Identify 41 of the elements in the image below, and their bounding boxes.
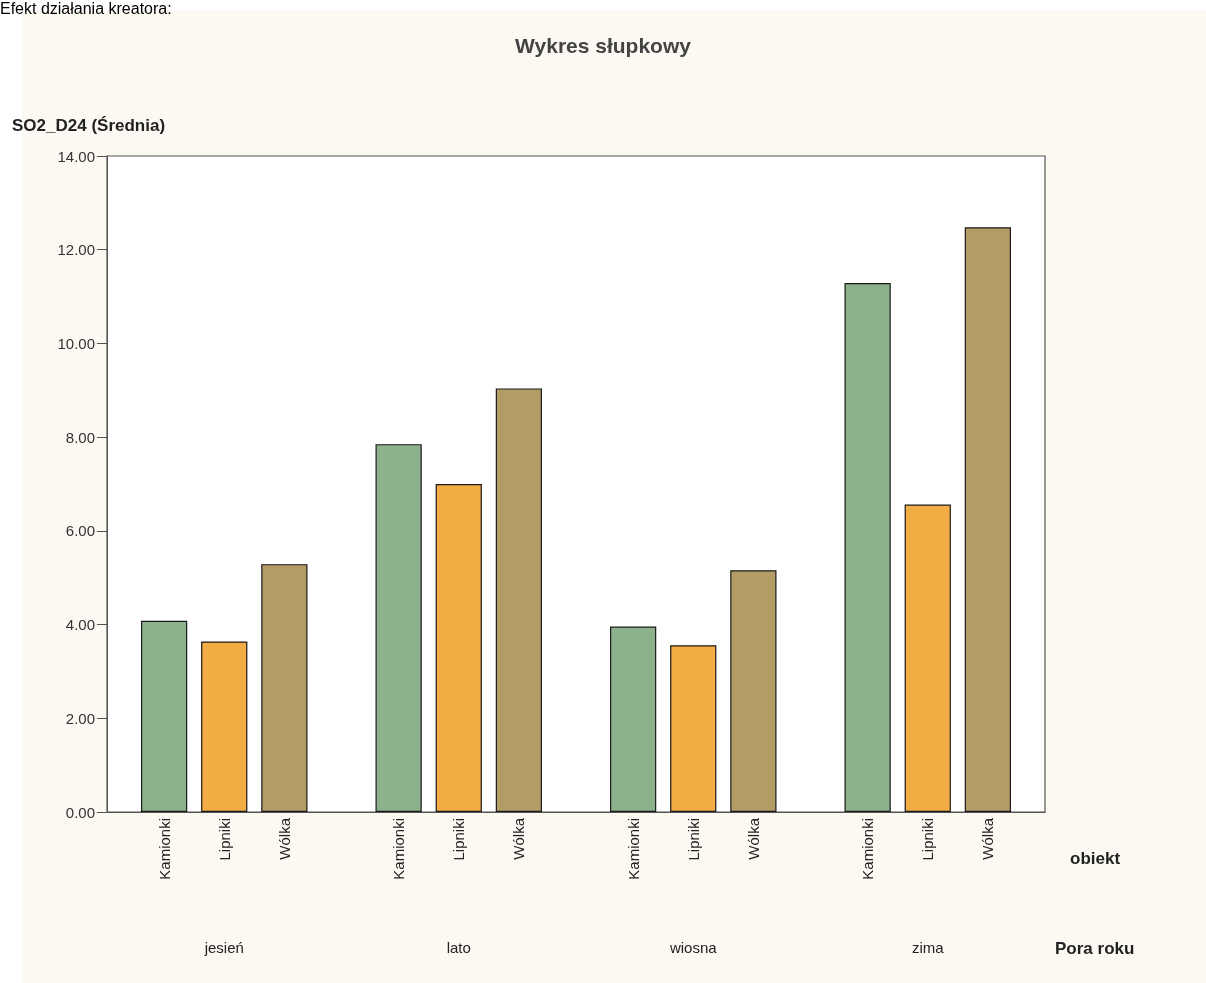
chart-title: Wykres słupkowy — [515, 34, 692, 57]
x-tick-label: wiosna — [668, 939, 718, 956]
y-tick-label: 6.00 — [65, 522, 95, 540]
text: Kamionki — [859, 818, 877, 880]
y-tick-label: 0.00 — [65, 803, 95, 821]
bar — [670, 645, 717, 812]
text: Lipniki — [684, 818, 702, 861]
x-tick-label: zima — [911, 939, 945, 956]
x-tick-label: jesień — [203, 939, 244, 956]
text: Efekt działania kreatora: — [0, 0, 172, 17]
y-axis-title: SO2_D24 (Średnia) — [12, 116, 166, 135]
y-tick-label: 8.00 — [65, 428, 95, 446]
x-axis-title: Pora roku — [1055, 939, 1135, 958]
bar — [375, 444, 422, 812]
text: Lipniki — [450, 818, 468, 861]
bar — [201, 641, 248, 812]
bar — [141, 620, 188, 812]
y-tick-label: 2.00 — [65, 709, 95, 727]
text: Wólka — [979, 818, 997, 860]
text: Wólka — [744, 818, 762, 860]
bar — [844, 282, 891, 812]
text: Wólka — [275, 817, 293, 860]
bar — [730, 570, 777, 812]
bar — [435, 484, 482, 812]
y-tick-label: 12.00 — [57, 241, 95, 259]
bar — [261, 564, 308, 812]
x-tick-label: lato — [446, 939, 471, 956]
bar — [610, 626, 657, 812]
y-tick-label: 10.00 — [57, 334, 95, 352]
text: Lipniki — [919, 818, 937, 861]
y-tick-label: 14.00 — [57, 147, 95, 165]
text: Lipniki — [215, 818, 233, 861]
y-tick-label: 4.00 — [65, 616, 95, 634]
text: Kamionki — [390, 818, 408, 880]
bar — [904, 504, 951, 812]
bar — [495, 388, 542, 812]
text: Kamionki — [155, 818, 173, 880]
bar — [964, 227, 1011, 812]
text: Kamionki — [624, 818, 642, 880]
legend-title: obiekt — [1070, 849, 1121, 868]
text: Wólka — [510, 818, 528, 860]
